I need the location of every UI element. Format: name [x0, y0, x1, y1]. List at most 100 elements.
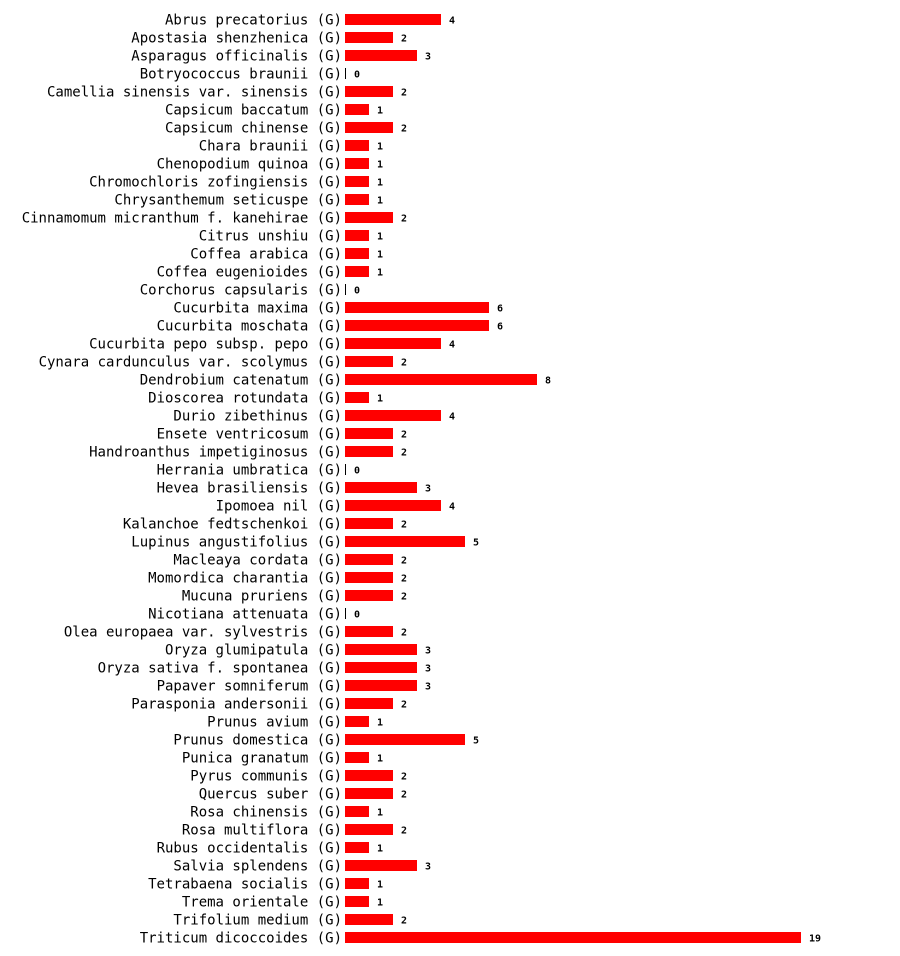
category-label: Punica granatum (G) — [182, 751, 342, 767]
value-label: 5 — [473, 538, 479, 549]
value-label: 2 — [401, 556, 407, 567]
category-label: Quercus suber (G) — [199, 787, 342, 803]
category-label: Ensete ventricosum (G) — [157, 427, 342, 443]
bar — [345, 482, 417, 493]
category-label: Chromochloris zofingiensis (G) — [89, 175, 342, 191]
category-label: Capsicum baccatum (G) — [165, 103, 342, 119]
category-label: Macleaya cordata (G) — [173, 553, 342, 569]
category-label: Cucurbita moschata (G) — [157, 319, 342, 335]
value-label: 2 — [401, 574, 407, 585]
category-label: Chara braunii (G) — [199, 139, 342, 155]
bar — [345, 14, 441, 25]
bar — [345, 518, 393, 529]
category-label: Kalanchoe fedtschenkoi (G) — [123, 517, 342, 533]
value-label: 3 — [425, 862, 431, 873]
value-label: 6 — [497, 304, 503, 315]
value-label: 1 — [377, 808, 383, 819]
category-label: Salvia splendens (G) — [173, 859, 342, 875]
category-label: Ipomoea nil (G) — [216, 499, 342, 515]
value-label: 1 — [377, 178, 383, 189]
value-label: 5 — [473, 736, 479, 747]
bar — [345, 896, 369, 907]
value-label: 19 — [809, 934, 821, 945]
bar — [345, 212, 393, 223]
value-label: 1 — [377, 268, 383, 279]
category-label: Durio zibethinus (G) — [173, 409, 342, 425]
value-label: 4 — [449, 340, 455, 351]
category-label: Capsicum chinense (G) — [165, 121, 342, 137]
bar — [345, 410, 441, 421]
bar — [345, 698, 393, 709]
value-label: 1 — [377, 898, 383, 909]
value-label: 1 — [377, 394, 383, 405]
bar — [345, 914, 393, 925]
value-label: 2 — [401, 520, 407, 531]
bar — [345, 140, 369, 151]
value-label: 0 — [354, 286, 360, 297]
value-label: 4 — [449, 16, 455, 27]
value-label: 2 — [401, 628, 407, 639]
category-label: Cynara cardunculus var. scolymus (G) — [39, 355, 342, 371]
category-label: Chenopodium quinoa (G) — [157, 157, 342, 173]
category-label: Trema orientale (G) — [182, 895, 342, 911]
bar — [345, 50, 417, 61]
bar — [345, 86, 393, 97]
value-label: 2 — [401, 916, 407, 927]
value-label: 1 — [377, 754, 383, 765]
category-label: Oryza glumipatula (G) — [165, 643, 342, 659]
category-label: Trifolium medium (G) — [173, 913, 342, 929]
category-label: Prunus domestica (G) — [173, 733, 342, 749]
value-label: 1 — [377, 106, 383, 117]
value-label: 6 — [497, 322, 503, 333]
category-label: Oryza sativa f. spontanea (G) — [98, 661, 342, 677]
value-label: 0 — [354, 70, 360, 81]
category-label: Corchorus capsularis (G) — [140, 283, 342, 299]
value-label: 3 — [425, 52, 431, 63]
bar — [345, 266, 369, 277]
value-label: 1 — [377, 196, 383, 207]
value-label: 2 — [401, 430, 407, 441]
bar — [345, 770, 393, 781]
value-label: 1 — [377, 250, 383, 261]
bar — [345, 356, 393, 367]
bar — [345, 428, 393, 439]
bar — [345, 158, 369, 169]
value-label: 1 — [377, 142, 383, 153]
value-label: 1 — [377, 718, 383, 729]
bar — [345, 644, 417, 655]
value-label: 2 — [401, 826, 407, 837]
category-label: Botryococcus braunii (G) — [140, 67, 342, 83]
bar — [345, 662, 417, 673]
value-label: 3 — [425, 682, 431, 693]
value-label: 2 — [401, 214, 407, 225]
category-label: Momordica charantia (G) — [148, 571, 342, 587]
category-label: Dioscorea rotundata (G) — [148, 391, 342, 407]
bar — [345, 788, 393, 799]
category-label: Citrus unshiu (G) — [199, 229, 342, 245]
value-label: 0 — [354, 466, 360, 477]
value-label: 3 — [425, 664, 431, 675]
category-label: Olea europaea var. sylvestris (G) — [64, 625, 342, 641]
category-label: Triticum dicoccoides (G) — [140, 931, 342, 947]
bar — [345, 842, 369, 853]
bar — [345, 374, 537, 385]
category-label: Coffea arabica (G) — [190, 247, 342, 263]
bar — [345, 752, 369, 763]
category-label: Rosa chinensis (G) — [190, 805, 342, 821]
value-label: 1 — [377, 880, 383, 891]
bar — [345, 32, 393, 43]
bar — [345, 194, 369, 205]
bar — [345, 500, 441, 511]
category-label: Nicotiana attenuata (G) — [148, 607, 342, 623]
category-label: Coffea eugenioides (G) — [157, 265, 342, 281]
value-label: 2 — [401, 358, 407, 369]
category-label: Herrania umbratica (G) — [157, 463, 342, 479]
category-label: Cinnamomum micranthum f. kanehirae (G) — [22, 211, 342, 227]
bar — [345, 626, 393, 637]
category-label: Pyrus communis (G) — [190, 769, 342, 785]
category-label: Rubus occidentalis (G) — [157, 841, 342, 857]
category-label: Tetrabaena socialis (G) — [148, 877, 342, 893]
value-label: 2 — [401, 124, 407, 135]
value-label: 2 — [401, 790, 407, 801]
bar — [345, 536, 465, 547]
